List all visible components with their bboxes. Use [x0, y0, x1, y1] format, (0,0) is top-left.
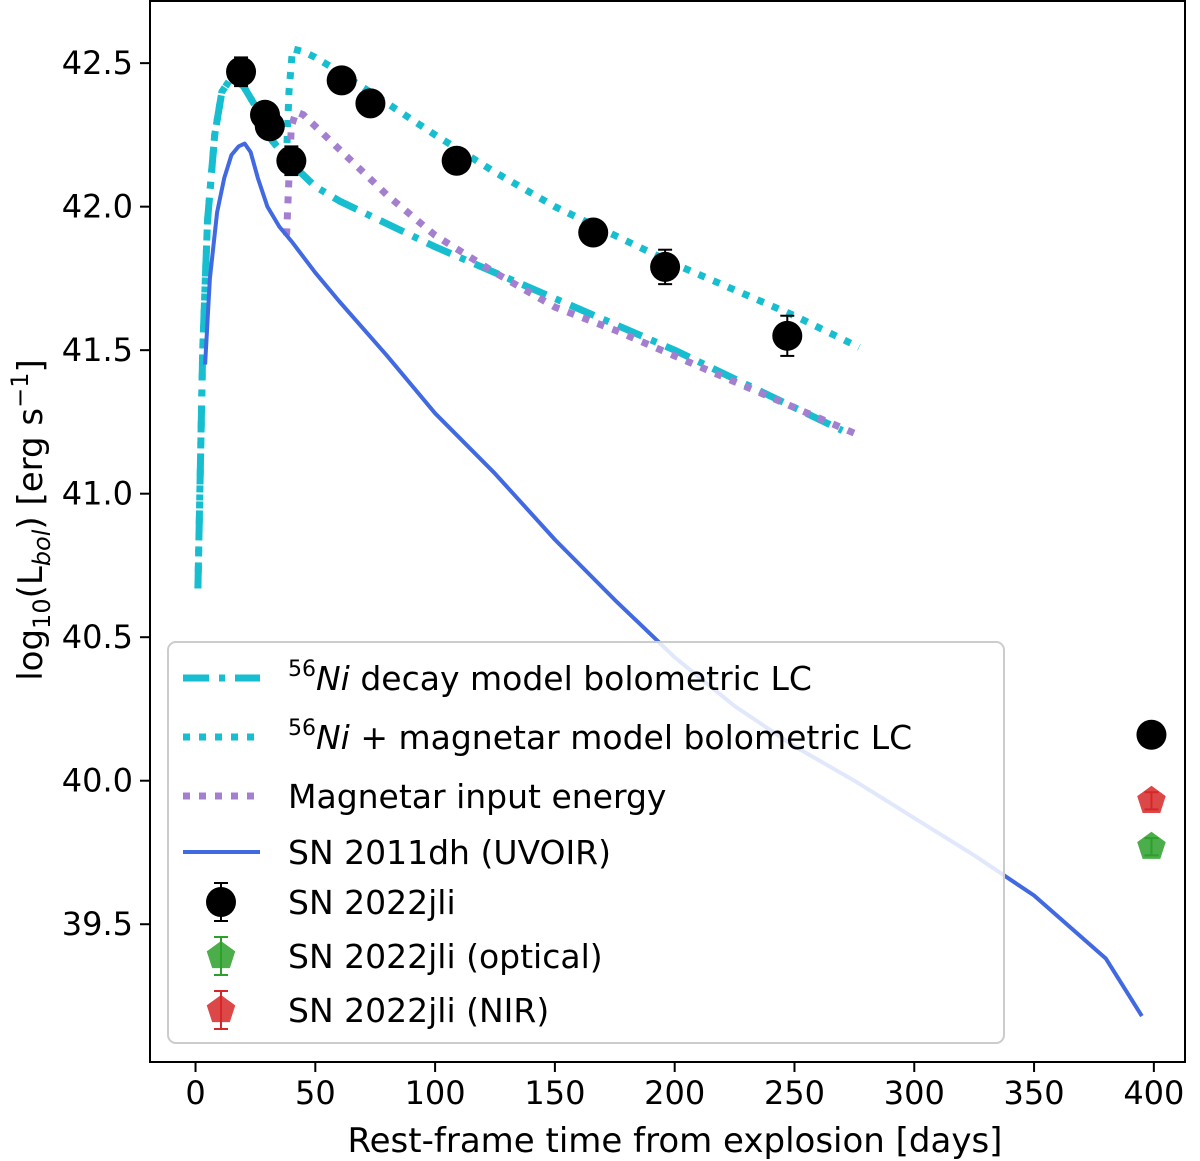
data-point-sn-2022jli [276, 145, 307, 176]
legend-label: 56Ni decay model bolometric LC [288, 657, 812, 698]
data-point-sn-2022jli [772, 320, 803, 351]
data-point-sn-2022jli [650, 251, 681, 282]
series-line-ni-decay-model-bolometric-lc [194, 73, 844, 589]
y-tick-label: 40.5 [62, 618, 133, 656]
y-tick-label: 41.5 [62, 331, 133, 369]
legend-marker-sn-2022jli-optical [206, 941, 236, 969]
x-tick-label: 200 [644, 1074, 705, 1112]
y-tick-label: 42.0 [62, 188, 133, 226]
x-tick-label: 50 [295, 1074, 336, 1112]
legend-label: SN 2022jli [288, 883, 456, 922]
legend-marker-sn-2022jli-nir [206, 995, 236, 1023]
legend-marker-sn-2022jli [206, 887, 236, 917]
legend-italic: Ni [316, 718, 350, 757]
data-point-sn-2022jli [578, 217, 609, 248]
x-tick-label: 0 [185, 1074, 205, 1112]
series-line-magnetar-input-energy [283, 108, 863, 440]
legend-label: SN 2011dh (UVOIR) [288, 833, 611, 872]
y-tick-label: 40.0 [62, 762, 133, 800]
ticks: 0 50 100 150 200 250 300 350 400 39.5 40.0 40.5 41.0… [62, 44, 1185, 1112]
legend-label: SN 2022jli (optical) [288, 937, 603, 976]
legend-rest: + magnetar model bolometric LC [350, 718, 912, 757]
x-tick-label: 400 [1123, 1074, 1184, 1112]
legend-label: SN 2022jli (NIR) [288, 991, 549, 1030]
x-axis-label: Rest-frame time from explosion [days] [348, 1121, 1003, 1161]
x-tick-label: 150 [524, 1074, 585, 1112]
legend-label: 56Ni + magnetar model bolometric LC [288, 716, 912, 757]
data-point-sn-2022jli-optical [1137, 831, 1166, 859]
data-point-sn-2022jli [1136, 719, 1167, 750]
legend-rest: decay model bolometric LC [350, 659, 812, 698]
axes-frame [149, 0, 1186, 1063]
legend-label: Magnetar input energy [288, 777, 666, 816]
x-tick-label: 100 [405, 1074, 466, 1112]
data-point-sn-2022jli [326, 65, 357, 96]
y-tick-label: 41.0 [62, 475, 133, 513]
series-line-ni-magnetar-model-bolometric-lc [194, 45, 861, 589]
x-tick-label: 300 [884, 1074, 945, 1112]
y-tick-label: 42.5 [62, 44, 133, 82]
data-point-sn-2022jli [441, 145, 472, 176]
x-tick-label: 350 [1004, 1074, 1065, 1112]
y-axis-label: log10(Lbol) [erg s−1] [6, 359, 56, 681]
data-point-sn-2022jli [254, 111, 285, 142]
y-tick-label: 39.5 [62, 905, 133, 943]
data-point-sn-2022jli [355, 88, 386, 119]
legend-sup: 56 [288, 716, 316, 741]
legend-italic: Ni [316, 659, 350, 698]
data-point-sn-2022jli-nir [1137, 785, 1166, 813]
plot-area [194, 45, 1167, 1018]
data-point-sn-2022jli [226, 56, 257, 87]
x-tick-label: 250 [764, 1074, 825, 1112]
legend-sup: 56 [288, 657, 316, 682]
